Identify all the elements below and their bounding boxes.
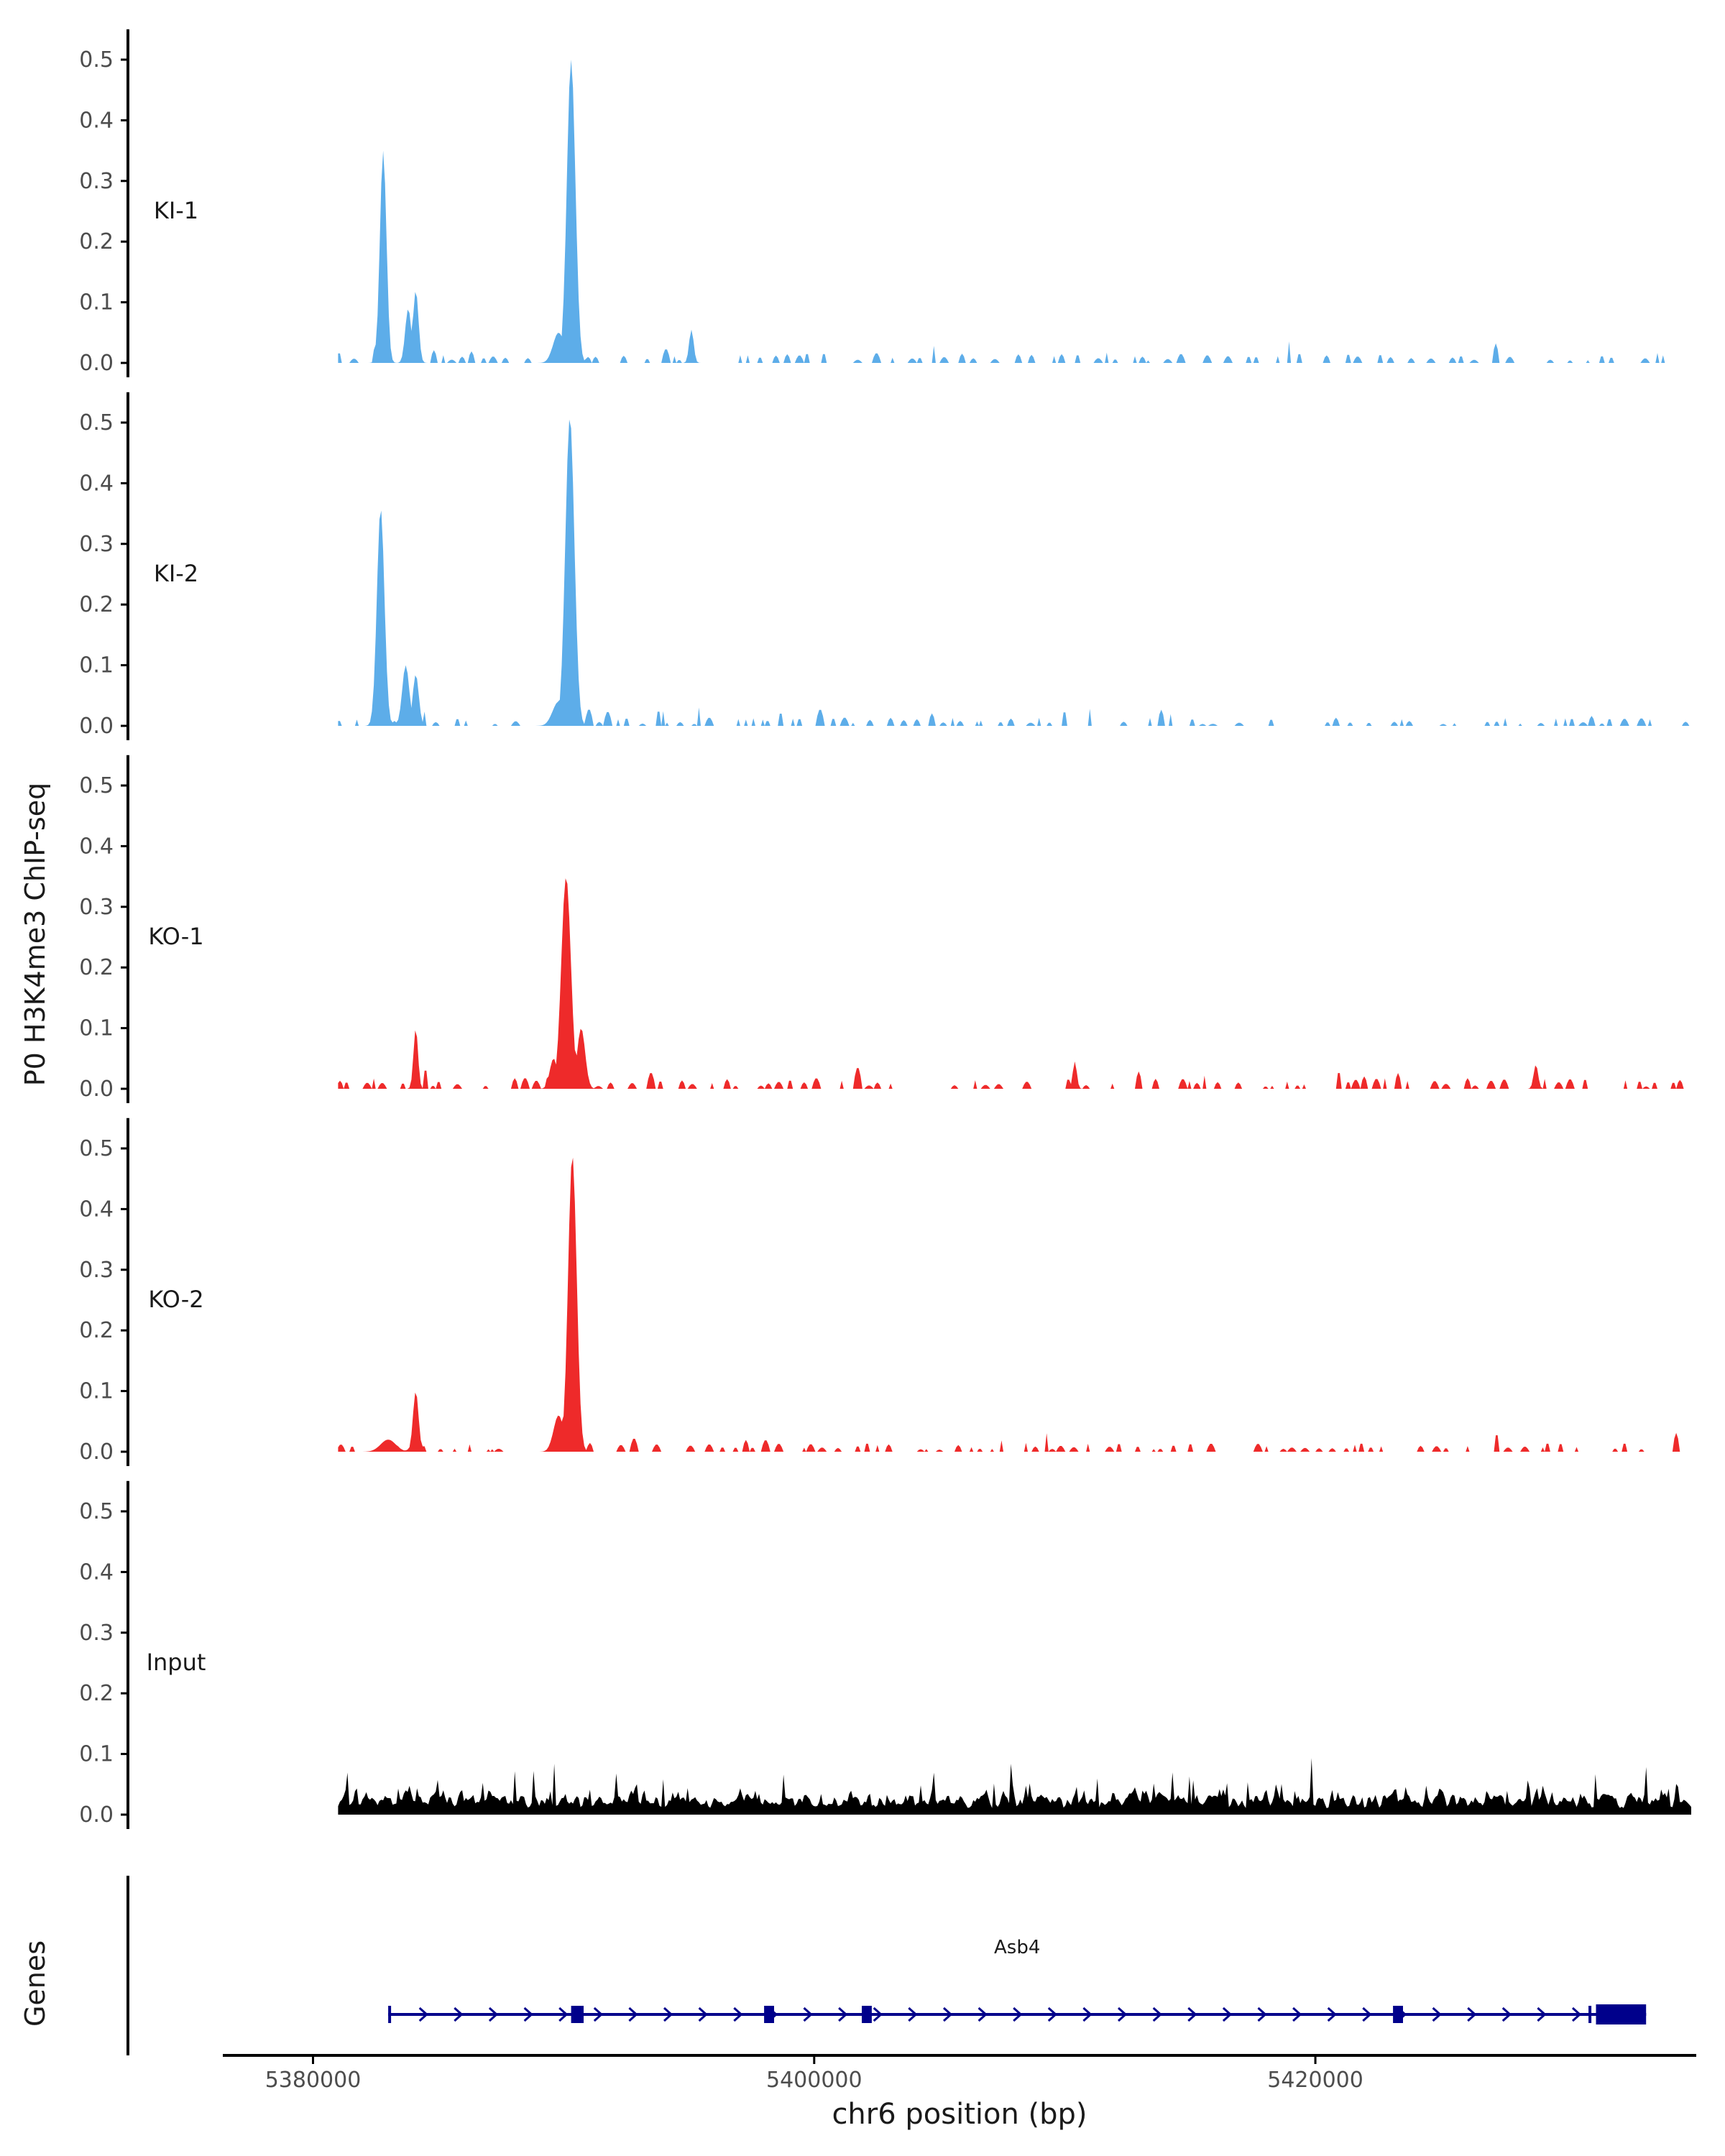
x-tick-label-1: 5400000 <box>766 2068 862 2093</box>
y-tick-label-ki-2-5: 0.5 <box>79 410 114 436</box>
y-tick-label-ko-2-2: 0.2 <box>79 1318 114 1343</box>
panel-label-ko-2: KO-2 <box>148 1286 203 1313</box>
y-tick-label-ki-1-1: 0.1 <box>79 290 114 315</box>
genes-track-title: Genes <box>19 1940 51 2027</box>
gene-strand-arrow <box>1222 2007 1233 2022</box>
y-tick-label-ko-2-0: 0.0 <box>79 1439 114 1465</box>
gene-strand-arrow <box>978 2007 988 2022</box>
gene-strand-arrow <box>698 2007 708 2022</box>
y-tick-label-ki-2-2: 0.2 <box>79 592 114 617</box>
gene-strand-arrow <box>1013 2007 1023 2022</box>
y-tick-label-ko-2-1: 0.1 <box>79 1379 114 1404</box>
gene-model <box>388 2004 1647 2024</box>
gene-strand-arrow <box>1327 2007 1337 2022</box>
y-tick-label-ki-2-3: 0.3 <box>79 532 114 557</box>
x-tick-label-0: 5380000 <box>265 2068 362 2093</box>
y-tick-label-ko-1-4: 0.4 <box>79 834 114 859</box>
gene-strand-arrow <box>1467 2007 1477 2022</box>
gene-strand-arrow <box>1117 2007 1128 2022</box>
y-tick-label-ko-1-5: 0.5 <box>79 773 114 798</box>
panel-label-ki-1: KI-1 <box>154 197 198 224</box>
panel-label-input: Input <box>147 1649 206 1676</box>
gene-exon-2 <box>764 2006 774 2023</box>
gene-strand-arrow <box>803 2007 813 2022</box>
gene-exon-4 <box>1393 2006 1403 2023</box>
gene-strand-arrow <box>1152 2007 1162 2022</box>
genes-track: Asb4 <box>126 1876 1647 2055</box>
panel-label-ko-1: KO-1 <box>148 923 203 950</box>
x-axis: 5380000 5400000 5420000 chr6 position (bp) <box>223 2054 1696 2131</box>
y-tick-label-ki-1-5: 0.5 <box>79 47 114 73</box>
gene-strand-arrow <box>1537 2007 1547 2022</box>
gene-strand-arrow <box>558 2007 569 2022</box>
signal-panels: 0.0 0.1 0.2 0.3 0.4 0.5 KI-1 0.0 0.1 0.2 0.3 0.4 0.5… <box>79 29 1691 1829</box>
y-tick-label-input-5: 0.5 <box>79 1499 114 1524</box>
gene-exon-5 <box>1588 2006 1592 2023</box>
y-tick-label-ki-2-4: 0.4 <box>79 471 114 496</box>
y-tick-label-ko-2-3: 0.3 <box>79 1258 114 1283</box>
gene-strand-arrow <box>1501 2007 1512 2022</box>
panel-label-ki-2: KI-2 <box>154 560 198 587</box>
gene-exon-0 <box>388 2006 392 2023</box>
gene-strand-arrow <box>838 2007 848 2022</box>
gene-strand-arrow <box>1571 2007 1582 2022</box>
y-tick-label-ko-1-2: 0.2 <box>79 955 114 980</box>
y-tick-label-ko-2-5: 0.5 <box>79 1136 114 1161</box>
gene-strand-arrow <box>942 2007 953 2022</box>
y-tick-label-ki-2-0: 0.0 <box>79 714 114 739</box>
gene-exon-6 <box>1596 2004 1647 2024</box>
y-tick-label-ki-2-1: 0.1 <box>79 653 114 678</box>
gene-strand-arrow <box>1082 2007 1092 2022</box>
gene-strand-arrow <box>628 2007 638 2022</box>
y-tick-label-ki-1-2: 0.2 <box>79 229 114 254</box>
gene-strand-arrow <box>523 2007 533 2022</box>
x-tick-label-2: 5420000 <box>1267 2068 1363 2093</box>
gene-strand-arrow <box>593 2007 604 2022</box>
signal-area-ko-1 <box>338 878 1691 1089</box>
panel-input: 0.0 0.1 0.2 0.3 0.4 0.5 Input <box>79 1480 1691 1829</box>
signal-area-ko-2 <box>338 1157 1691 1452</box>
gene-strand-arrow <box>733 2007 743 2022</box>
gene-strand-arrow <box>1432 2007 1442 2022</box>
y-tick-label-input-2: 0.2 <box>79 1681 114 1706</box>
y-tick-label-ki-1-0: 0.0 <box>79 351 114 376</box>
y-tick-label-ko-1-0: 0.0 <box>79 1077 114 1102</box>
gene-strand-arrow <box>873 2007 883 2022</box>
y-tick-label-ko-1-3: 0.3 <box>79 895 114 920</box>
y-tick-label-input-1: 0.1 <box>79 1742 114 1767</box>
signal-area-ki-2 <box>338 419 1691 726</box>
gene-strand-arrow <box>663 2007 673 2022</box>
panel-ki-1: 0.0 0.1 0.2 0.3 0.4 0.5 KI-1 <box>79 29 1691 377</box>
panel-ko-1: 0.0 0.1 0.2 0.3 0.4 0.5 KO-1 <box>79 755 1691 1103</box>
y-axis-title: P0 H3K4me3 ChIP-seq <box>19 783 51 1087</box>
gene-strand-arrow <box>1047 2007 1058 2022</box>
gene-strand-arrow <box>1292 2007 1302 2022</box>
y-tick-label-ko-1-1: 0.1 <box>79 1016 114 1041</box>
gene-strand-arrow <box>1362 2007 1372 2022</box>
gene-label-asb4: Asb4 <box>994 1937 1040 1958</box>
x-axis-title: chr6 position (bp) <box>832 2098 1087 2131</box>
y-tick-label-ki-1-4: 0.4 <box>79 108 114 133</box>
y-tick-label-ki-1-3: 0.3 <box>79 169 114 194</box>
y-tick-label-input-0: 0.0 <box>79 1802 114 1828</box>
signal-area-input <box>338 1758 1691 1815</box>
y-tick-label-ko-2-4: 0.4 <box>79 1197 114 1222</box>
signal-area-ki-1 <box>338 60 1691 363</box>
gene-exon-3 <box>862 2006 872 2023</box>
gene-strand-arrow <box>488 2007 499 2022</box>
gene-strand-arrow <box>418 2007 428 2022</box>
x-axis-ticks: 5380000 5400000 5420000 <box>265 2055 1363 2093</box>
gene-strand-arrow <box>1257 2007 1267 2022</box>
y-tick-label-input-3: 0.3 <box>79 1621 114 1646</box>
y-tick-label-input-4: 0.4 <box>79 1560 114 1585</box>
gene-strand-arrow <box>1187 2007 1197 2022</box>
gene-strand-arrow <box>908 2007 918 2022</box>
gene-exon-1 <box>571 2006 584 2023</box>
panel-ki-2: 0.0 0.1 0.2 0.3 0.4 0.5 KI-2 <box>79 392 1691 740</box>
panel-ko-2: 0.0 0.1 0.2 0.3 0.4 0.5 KO-2 <box>79 1118 1691 1466</box>
gene-strand-arrow <box>454 2007 464 2022</box>
